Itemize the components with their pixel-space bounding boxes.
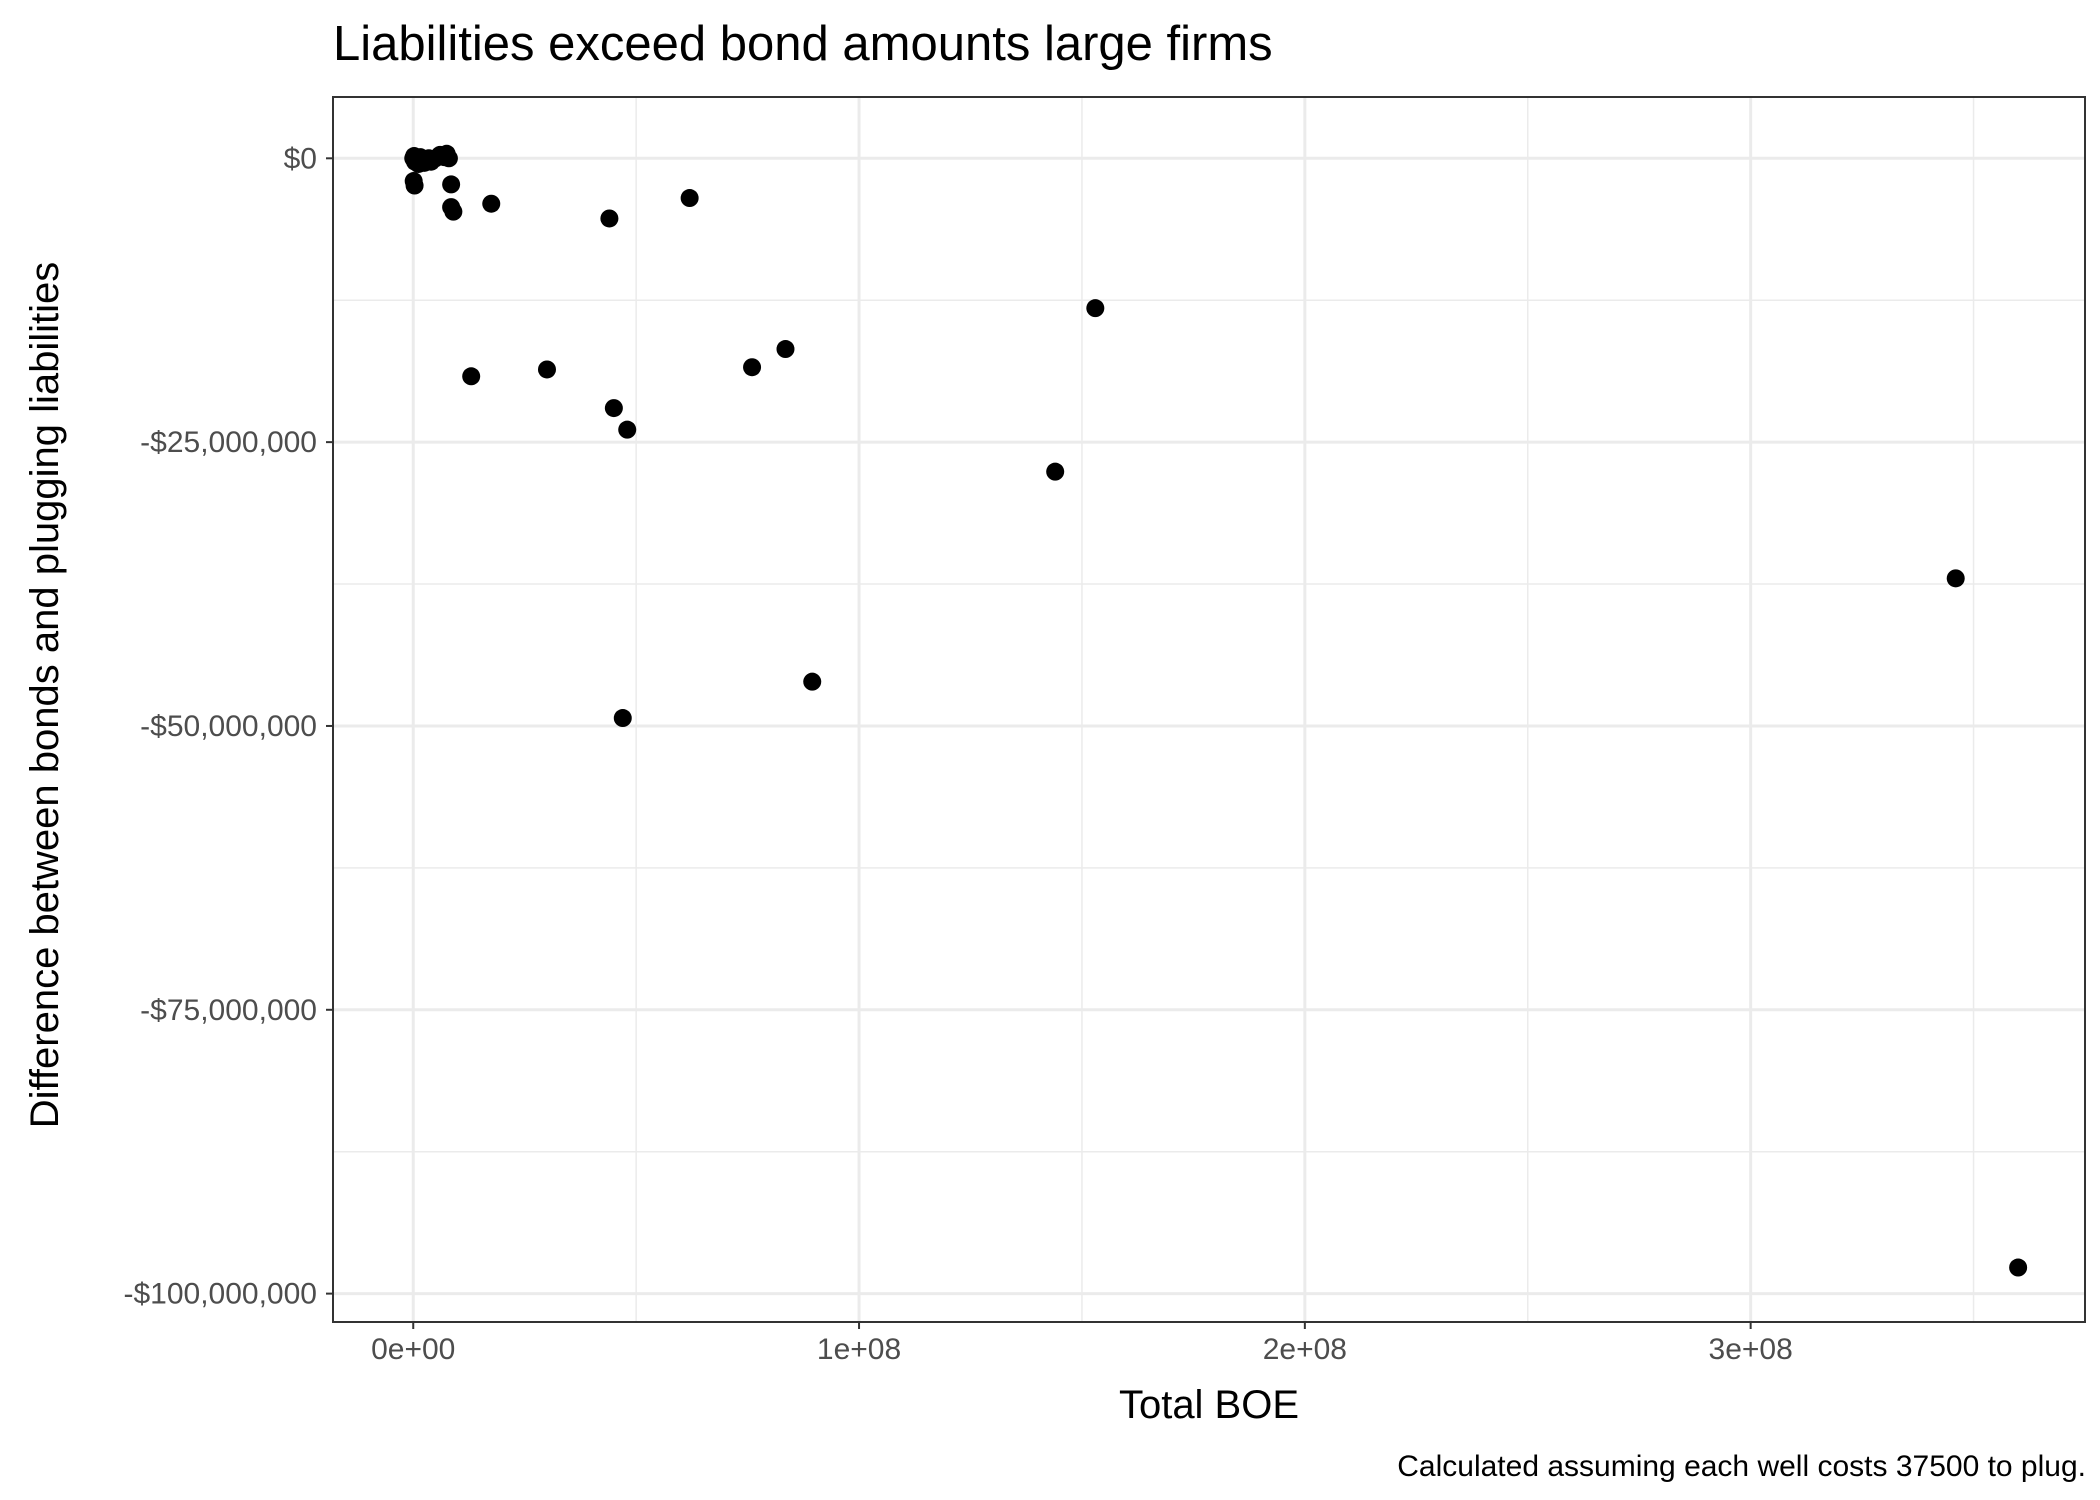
x-tick-label: 2e+08: [1263, 1333, 1347, 1366]
y-tick-label: -$75,000,000: [140, 994, 317, 1027]
data-point: [537, 360, 556, 379]
y-tick-label: $0: [284, 142, 317, 175]
data-point: [803, 672, 822, 691]
x-axis-title: Total BOE: [1119, 1383, 1299, 1427]
data-point: [600, 209, 619, 228]
data-point: [439, 149, 458, 168]
data-point: [1086, 299, 1105, 318]
y-axis-tick-labels: $0 -$25,000,000 -$50,000,000 -$75,000,000 -$…: [123, 142, 317, 1310]
data-point: [442, 175, 461, 194]
grid-lines: [333, 97, 2085, 1322]
plot-panel-border: [332, 96, 2086, 1323]
data-point: [1046, 462, 1065, 481]
x-tick-label: 1e+08: [817, 1333, 901, 1366]
data-point: [680, 189, 699, 208]
data-point: [604, 399, 623, 418]
chart-caption: Calculated assuming each well costs 3750…: [1397, 1450, 2086, 1483]
data-point: [482, 194, 501, 213]
x-tick-label: 3e+08: [1709, 1333, 1793, 1366]
y-tick-label: -$100,000,000: [123, 1278, 317, 1311]
y-tick-label: -$50,000,000: [140, 710, 317, 743]
data-point: [405, 176, 424, 195]
data-point: [2009, 1258, 2028, 1277]
data-points: [404, 144, 2028, 1277]
data-point: [776, 340, 795, 359]
axis-ticks: [326, 157, 1752, 1329]
data-point: [462, 367, 481, 386]
x-tick-label: 0e+00: [371, 1333, 455, 1366]
chart-title: Liabilities exceed bond amounts large fi…: [333, 17, 1273, 71]
data-point: [1946, 569, 1965, 588]
data-point: [613, 709, 632, 728]
data-point: [743, 358, 762, 377]
data-point: [444, 202, 463, 221]
x-axis-tick-labels: 0e+00 1e+08 2e+08 3e+08: [371, 1333, 1793, 1366]
y-tick-label: -$25,000,000: [140, 426, 317, 459]
y-axis-title: Difference between bonds and plugging li…: [23, 262, 67, 1129]
data-point: [618, 420, 637, 439]
